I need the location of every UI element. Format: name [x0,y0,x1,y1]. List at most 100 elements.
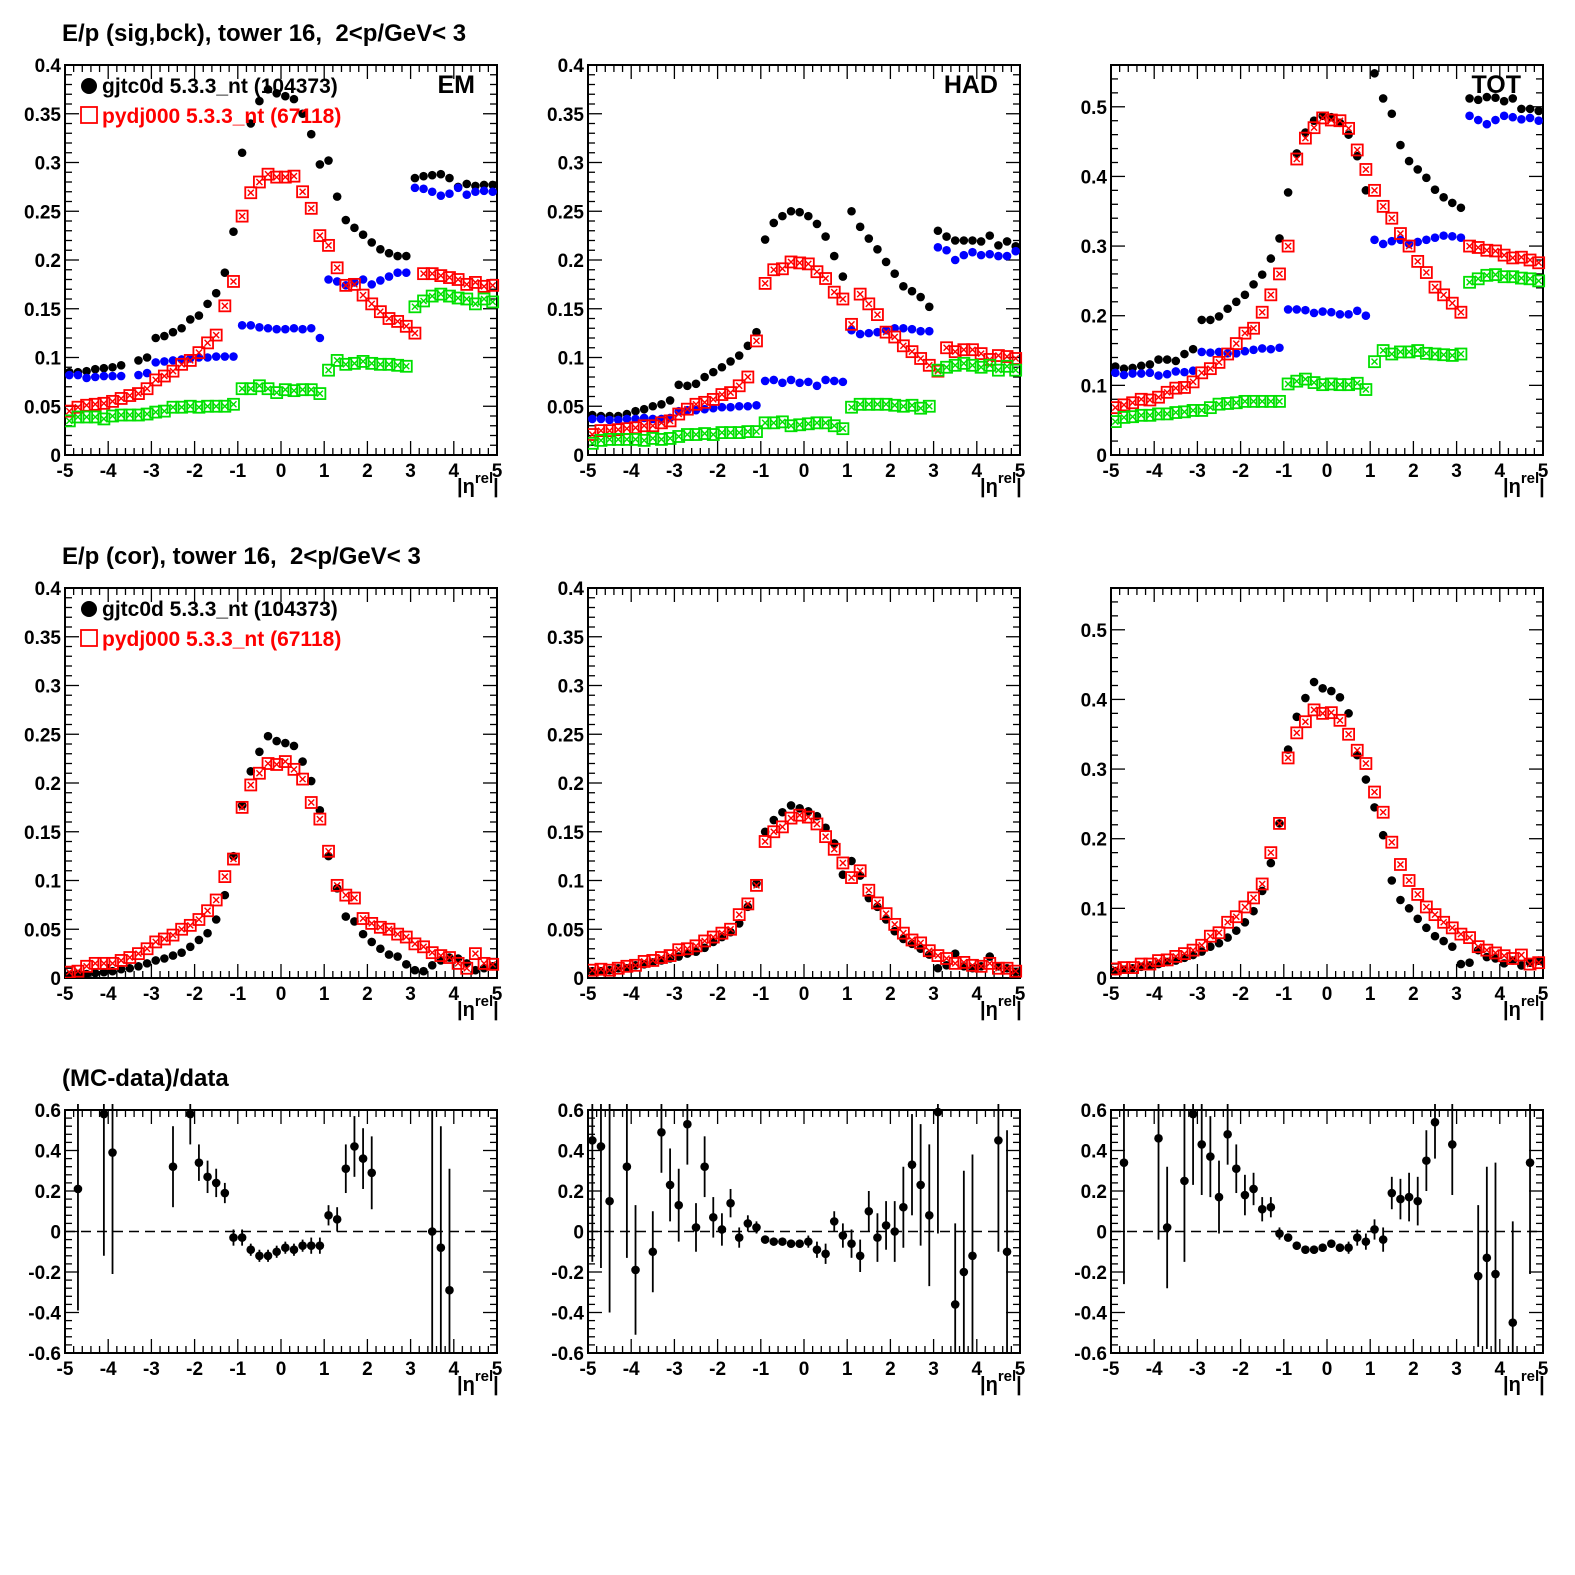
bck-mc-point [425,289,439,303]
bck-data-point [1231,349,1241,358]
mc-point [1333,114,1347,128]
y-tick-label: 0.2 [35,1182,61,1203]
bck-mc-point [888,398,902,412]
x-tick-label: -4 [100,1359,117,1380]
bck-mc-point [922,399,936,413]
x-tick-label: 5 [492,984,503,1005]
data-point [99,967,109,977]
mc-point [594,424,608,438]
mc-point [655,951,668,964]
ratio-point [899,1166,908,1248]
mc-point [603,963,616,977]
ratio-point [1447,1104,1457,1196]
mc-point [486,957,500,971]
ratio-point [73,1104,83,1311]
data-point [272,88,281,98]
mc-point [227,852,240,866]
ratio-point [804,1235,813,1248]
data-point [907,286,917,296]
data-point [315,806,325,815]
bck-mc-point [296,383,310,397]
ratio-point [864,1191,874,1232]
mc-point [157,932,171,946]
x-tick-label: -5 [580,1359,597,1380]
mc-point [871,896,884,910]
data-point [899,282,908,291]
data-point [838,870,848,879]
data-point [950,949,960,958]
mc-point [373,920,387,934]
bck-data-point [596,414,606,424]
data-point [1206,942,1215,951]
ratio-point [847,1229,856,1258]
mc-point [313,229,327,243]
y-tick-label: 0.05 [547,397,584,418]
data-point [959,236,969,245]
bck-data-point [281,324,290,334]
bck-data-point [1197,347,1207,357]
bck-data-point [168,356,178,365]
bck-data-point [631,414,640,424]
bck-mc-point [966,358,979,372]
ratio-point [272,1245,281,1258]
y-tick-label: -0.6 [1074,1344,1107,1365]
y-tick-label: 0.2 [558,1182,584,1203]
data-point [255,747,264,757]
chart-svg: -5 -4 -3 -2 -1 0 1 2 3 4 5 0 0.05 0.1 0.15 0.2 0.25 0.3 0.… [24,56,503,498]
data-point [324,156,333,165]
bck-mc-point [209,399,223,413]
bck-data-point [1370,235,1379,245]
mc-point [680,942,694,956]
bck-data-point [108,371,117,381]
data-point [968,236,977,245]
plot-frame [1110,587,1544,979]
bck-mc-point [1143,408,1157,422]
mc-point [1480,243,1494,257]
mc-point [879,907,893,921]
y-tick-label: 0.25 [24,725,61,746]
mc-point [209,893,223,907]
data-point [1517,961,1526,970]
y-tick-label: 0.35 [547,105,584,126]
ratio-point [700,1136,709,1198]
mc-point [750,878,763,892]
mc-point [304,201,318,215]
y-tick-label: 0.35 [24,628,61,649]
mc-point [784,811,798,825]
ratio-point [237,1229,247,1246]
mc-point [1532,256,1546,270]
ratio-point [760,1235,770,1244]
data-point [700,372,709,382]
x-tick-label: -5 [580,984,597,1005]
data-point [177,323,186,333]
mc-point [460,277,474,291]
data-point [1335,118,1345,128]
x-tick-label: -3 [143,1359,160,1380]
mc-point [862,883,876,897]
data-point [760,827,770,837]
bck-data-point [795,378,804,388]
mc-point [1316,706,1330,720]
x-tick-label: 1 [1365,984,1376,1005]
ratio-point [708,1197,718,1238]
data-point [427,961,437,970]
data-point [1525,958,1535,967]
mc-point [1324,113,1338,127]
bck-data-point [488,187,497,197]
ratio-point [812,1241,822,1258]
ratio-point [1223,1104,1232,1165]
bck-mc-point [914,401,928,415]
y-tick-label: 0.25 [547,202,584,223]
x-axis-label: |ηrel| [980,1368,1022,1396]
mc-point [270,170,284,184]
bck-mc-point [1178,405,1191,419]
bck-data-point [185,354,195,363]
bck-data-point [376,276,385,285]
y-tick-label: 0.1 [558,872,585,893]
mc-point [149,935,163,949]
bck-mc-point [1221,397,1235,410]
bck-data-point [769,375,779,385]
ratio-point [855,1239,865,1272]
bck-data-point [289,323,299,333]
